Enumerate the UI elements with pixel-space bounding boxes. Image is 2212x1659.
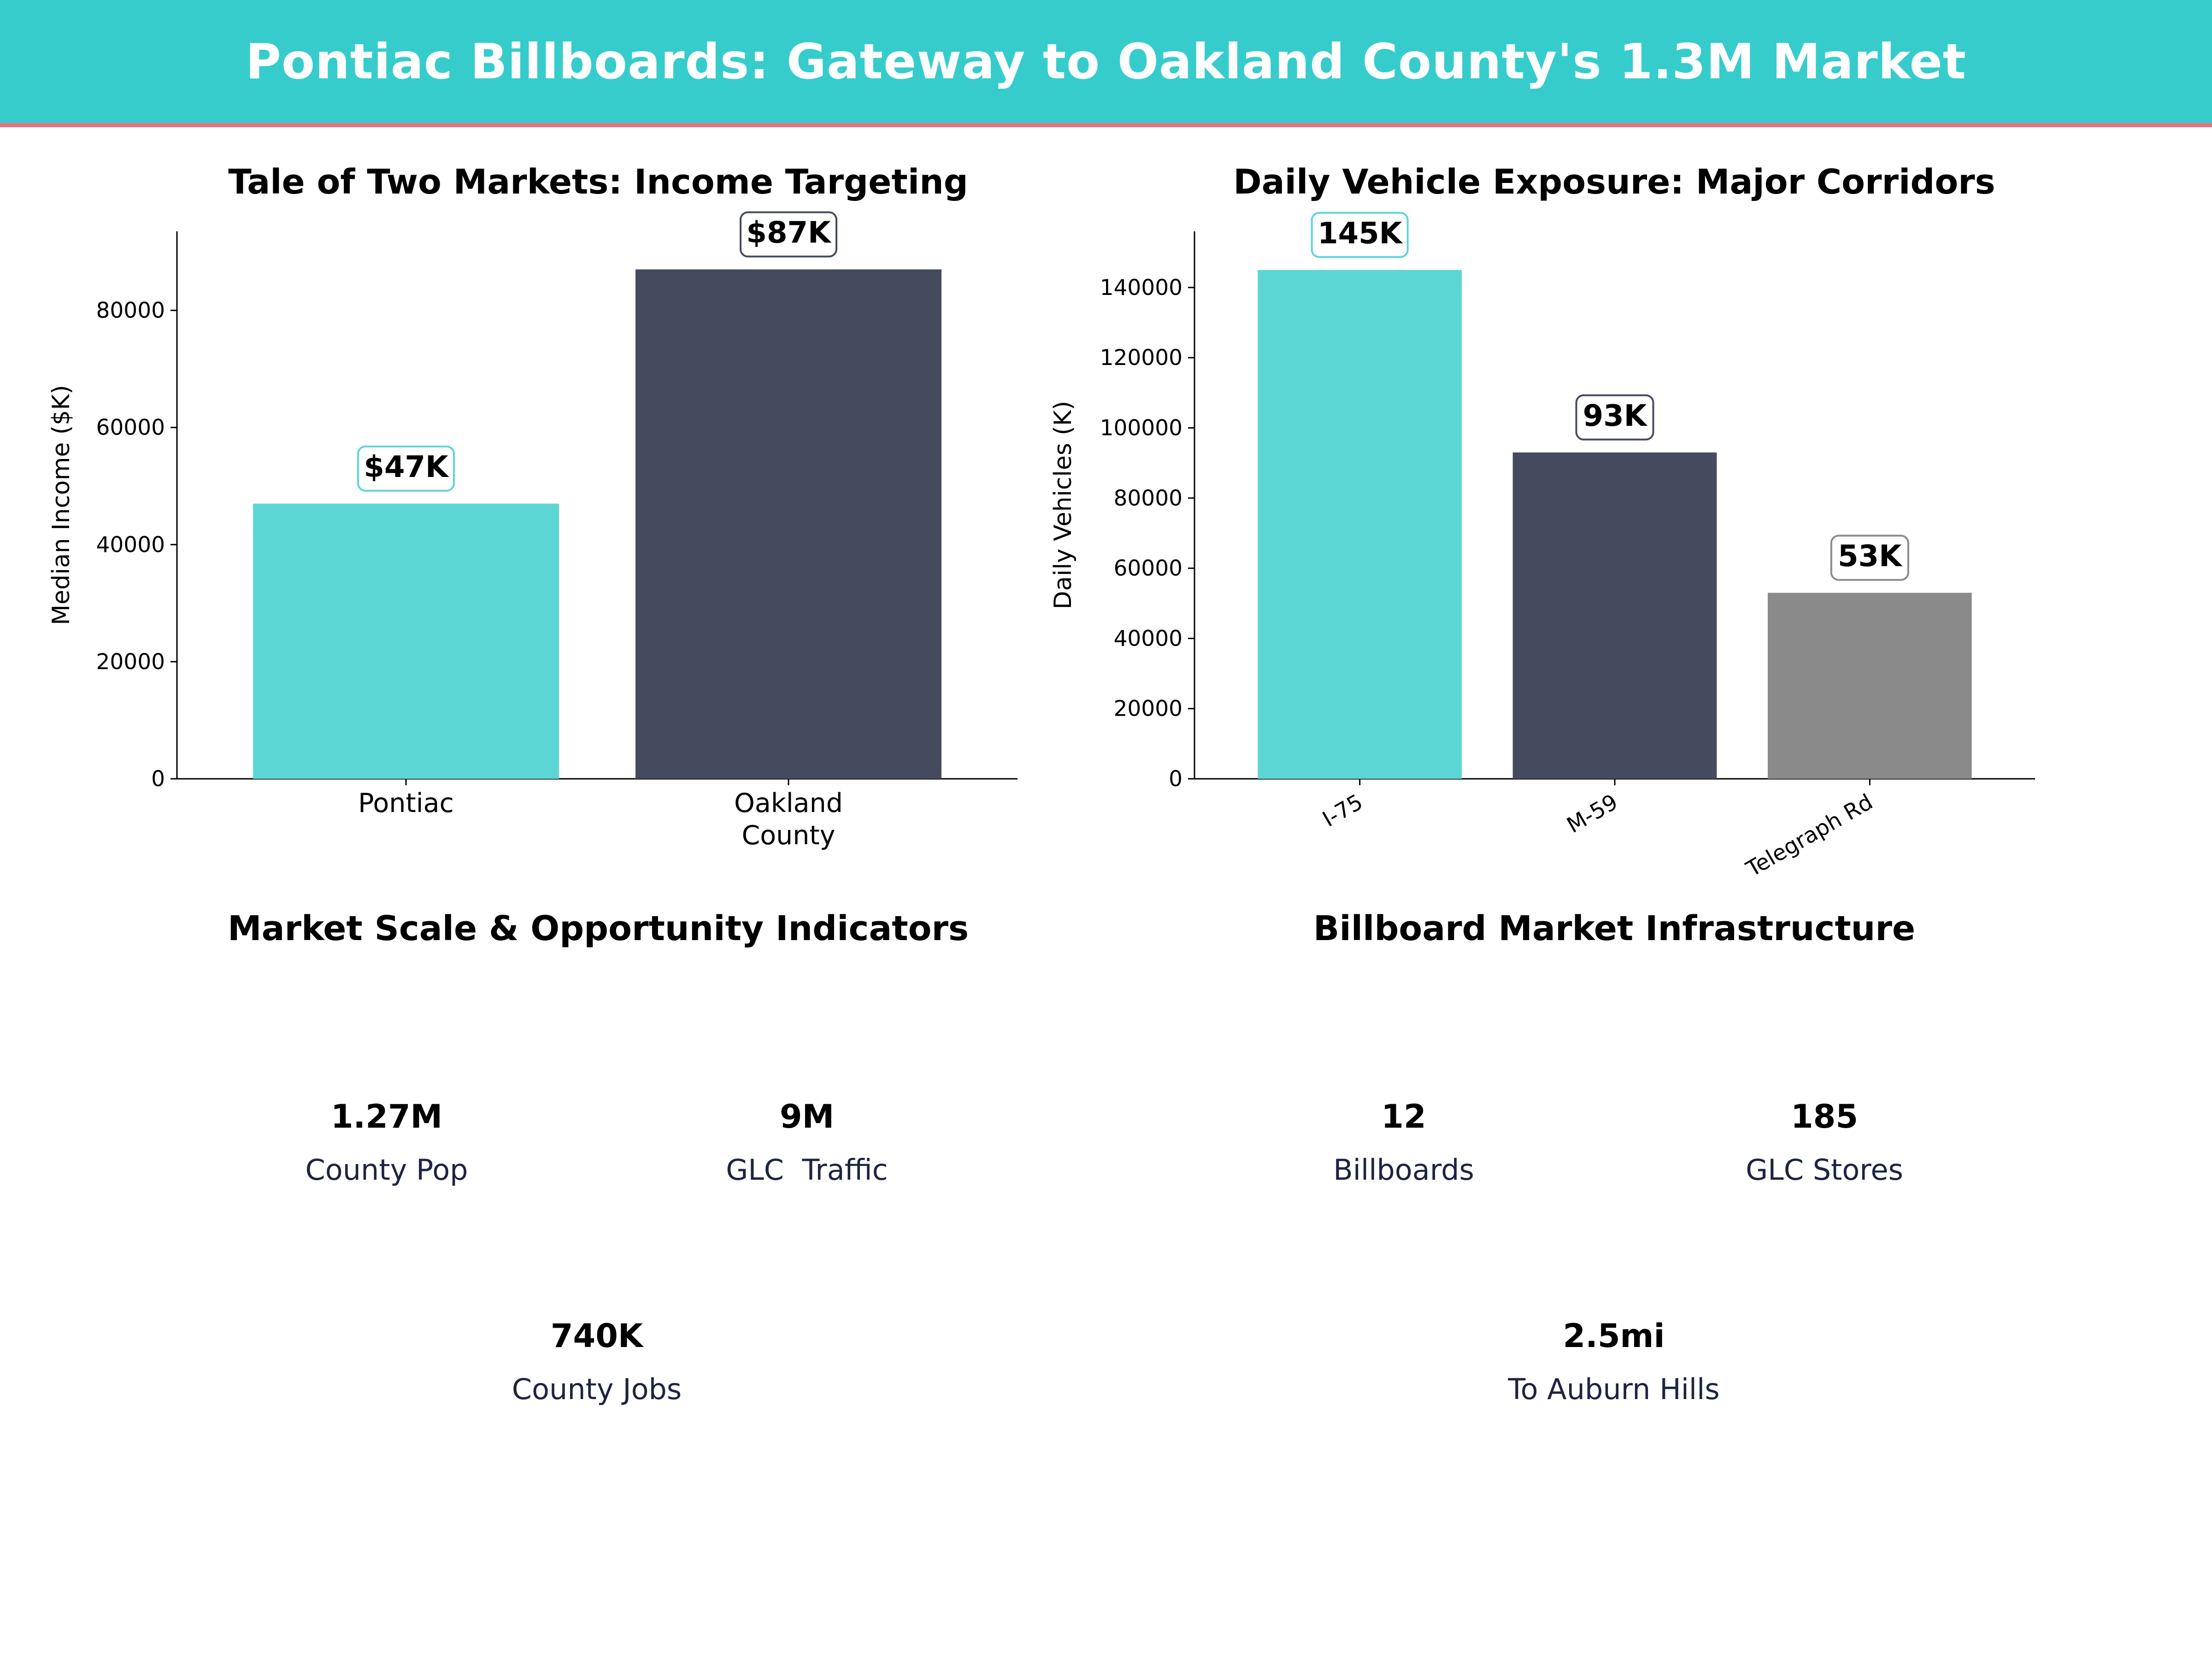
data-label-box [740,211,837,258]
y-tick-label: 20000 [1113,696,1182,722]
y-tick-label: 80000 [1113,486,1182,511]
y-tick-label: 0 [151,766,165,792]
bar [253,503,559,779]
x-tick-label: M-59 [1563,789,1622,838]
y-tick-label: 0 [1169,766,1182,792]
data-label-box [1830,535,1909,581]
y-axis-title: Daily Vehicles (K) [1049,401,1077,609]
infrastructure-title: Billboard Market Infrastructure [1313,909,1916,948]
data-label-box [357,445,455,492]
x-tick-label: Oakland County [734,788,843,851]
infra-value: 185 [1790,1098,1859,1135]
y-tick-label: 140000 [1100,275,1182,300]
indicators-title: Market Scale & Opportunity Indicators [227,909,969,948]
indicator-card-glc-traffic: 9M GLC Traffic [644,1064,970,1221]
bar [635,269,941,779]
infra-value: 2.5mi [1563,1317,1665,1355]
indicator-label: County Jobs [512,1372,682,1406]
infra-card-auburn-hills: 2.5mi To Auburn Hills [1451,1283,1777,1441]
page-title: Pontiac Billboards: Gateway to Oakland C… [245,33,1967,90]
infra-label: GLC Stores [1746,1153,1903,1187]
data-label-box [1311,212,1409,258]
data-label: $87K [746,216,832,250]
traffic-chart-title: Daily Vehicle Exposure: Major Corridors [1233,162,1995,202]
y-tick-label: 40000 [1113,626,1182,651]
y-tick-label: 120000 [1100,345,1182,371]
income-chart-title: Tale of Two Markets: Income Targeting [228,162,968,202]
x-tick-label: I-75 [1318,789,1367,832]
infra-card-glc-stores: 185 GLC Stores [1661,1064,1988,1221]
y-axis-title: Median Income ($K) [47,385,75,625]
indicator-value: 740K [550,1317,643,1355]
indicator-card-county-jobs: 740K County Jobs [434,1283,760,1441]
data-label-box [1575,394,1654,441]
data-label: $47K [364,450,449,484]
infra-card-billboards: 12 Billboards [1241,1064,1567,1221]
indicator-label: GLC Traffic [726,1153,888,1187]
indicator-value: 9M [779,1098,835,1135]
indicator-card-county-pop: 1.27M County Pop [224,1064,550,1221]
header-banner: Pontiac Billboards: Gateway to Oakland C… [0,0,2212,127]
y-tick-label: 20000 [96,649,165,675]
data-label: 145K [1318,217,1403,251]
y-tick-label: 80000 [96,298,165,324]
indicator-value: 1.27M [330,1098,443,1135]
y-tick-label: 60000 [96,415,165,441]
bar [1768,593,1972,779]
bar [1258,270,1462,779]
y-tick-label: 60000 [1113,556,1182,581]
y-tick-label: 100000 [1100,415,1182,441]
infra-value: 12 [1381,1098,1426,1135]
data-label: 93K [1583,399,1648,433]
x-tick-label: Pontiac [358,788,454,818]
data-label: 53K [1838,539,1903,573]
indicator-label: County Pop [305,1153,468,1187]
infra-label: Billboards [1333,1153,1474,1187]
y-tick-label: 40000 [96,532,165,558]
infra-label: To Auburn Hills [1508,1372,1720,1406]
bar [1512,452,1717,779]
x-tick-label: Telegraph Rd [1741,789,1877,882]
